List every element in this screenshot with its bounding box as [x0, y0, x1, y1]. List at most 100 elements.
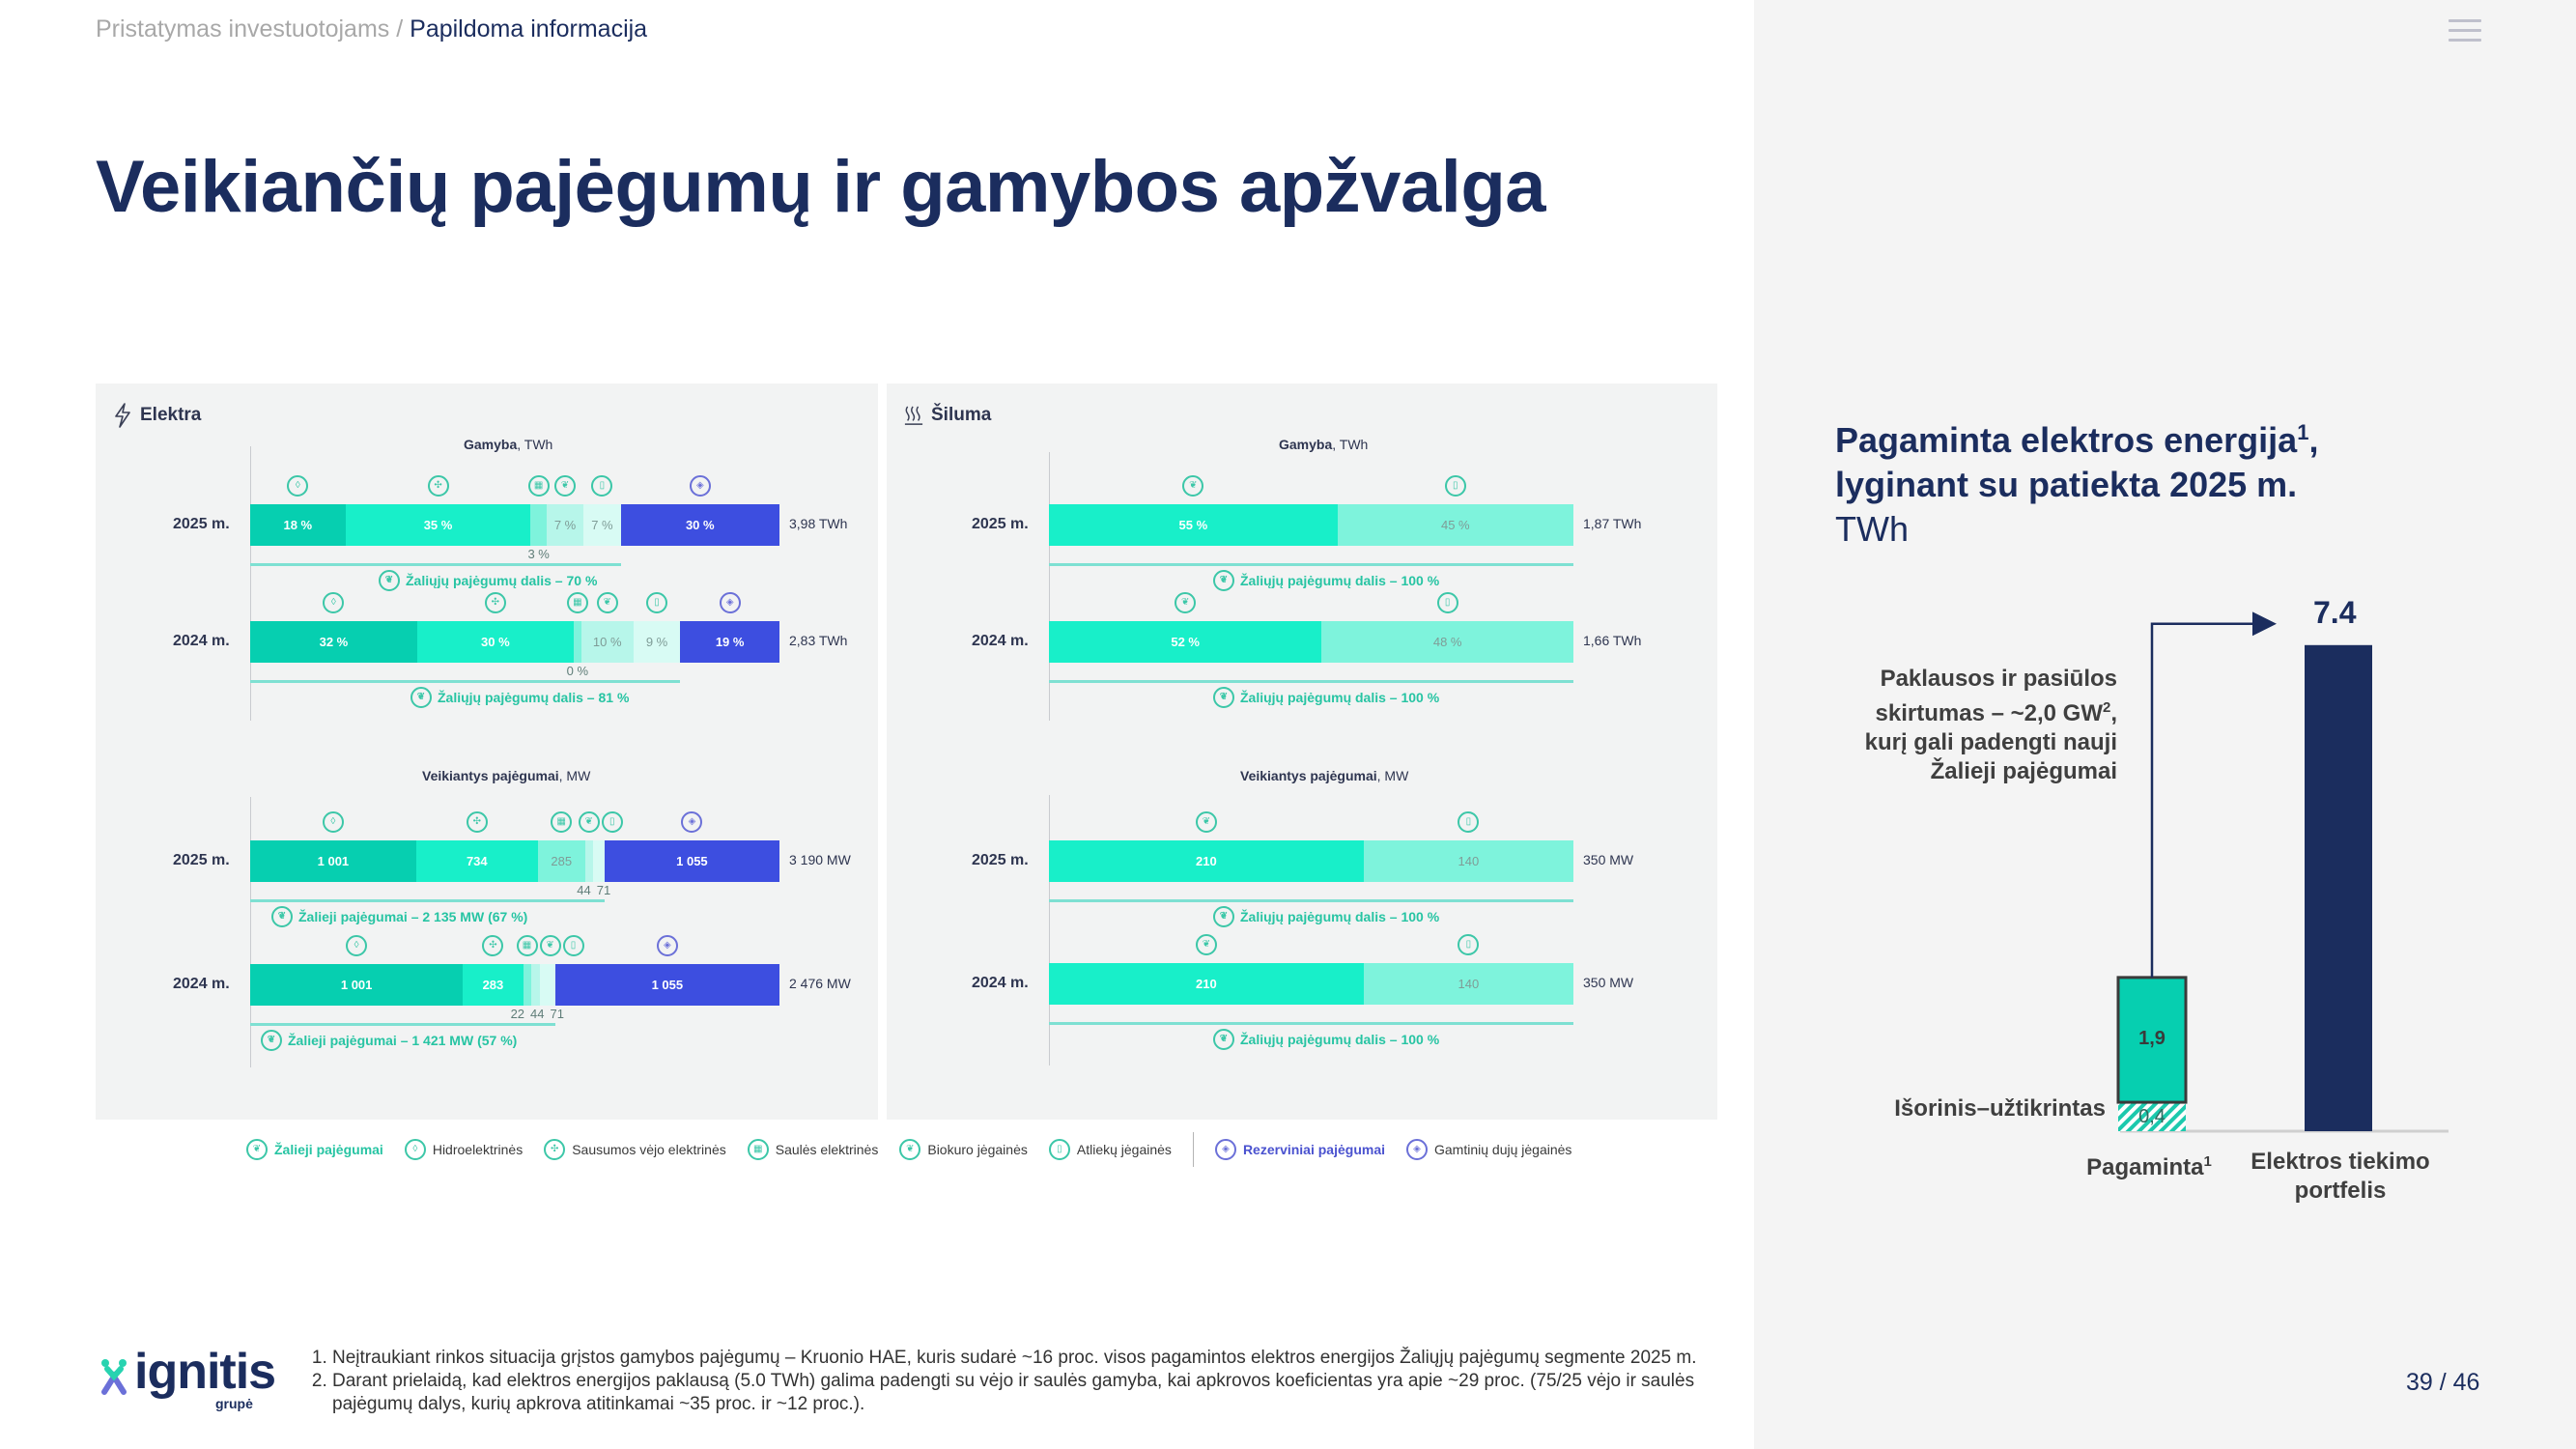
wind-turbine-icon: ✣: [484, 592, 506, 613]
logo-mark-icon: [101, 1359, 127, 1395]
title-footnote-ref: 1: [2297, 420, 2309, 444]
bar-segment-label-callout: 44: [577, 883, 591, 897]
gap-note-line1: Paklausos ir pasiūlos: [1880, 666, 2117, 692]
bar-segment-hydro: 32 %: [250, 621, 417, 663]
logo-text: ignitis: [134, 1344, 276, 1400]
bar-segment-biofuel: [530, 964, 541, 1006]
bar-segment-biofuel: 7 %: [546, 504, 584, 546]
green-share-text: Žaliųjų pajėgumų dalis – 100 %: [1240, 690, 1440, 705]
green-share-note: ❦ Žalieji pajėgumai – 1 421 MW (57 %): [261, 1030, 517, 1051]
section-unit: , TWh: [1332, 437, 1369, 452]
bar-segment-wind: 734: [415, 840, 538, 882]
bar-segment-heat_bio: 55 %: [1049, 504, 1338, 546]
row-total: 1,87 TWh: [1583, 516, 1642, 531]
section-title-text: Veikiantys pajėgumai: [422, 768, 559, 783]
year-label: 2024 m.: [173, 633, 230, 649]
legend-item: ▦ Saulės elektrinės: [747, 1139, 878, 1160]
gas-flame-icon: ◈: [689, 475, 711, 497]
lightning-icon: [115, 403, 130, 428]
bar-segment-label: 285: [551, 854, 573, 868]
waste-bin-icon: ▯: [1458, 934, 1480, 955]
y-axis-line: [1049, 795, 1050, 1065]
bar-segment-label: 1 055: [651, 978, 684, 992]
biofuel-icon: ❦: [1195, 934, 1217, 955]
green-share-text: Žaliųjų pajėgumų dalis – 100 %: [1240, 573, 1440, 588]
bar-segment-hydro: 1 001: [250, 964, 464, 1006]
section-title: Gamyba, TWh: [464, 437, 552, 452]
bar-segment-gas: 19 %: [680, 621, 779, 663]
x-label-produced: Pagaminta1: [2067, 1148, 2231, 1182]
green-share-text: Žaliųjų pajėgumų dalis – 100 %: [1240, 909, 1440, 924]
footnote-1: Neįtraukiant rinkos situacija grįstos ga…: [332, 1347, 1737, 1370]
green-share-line: [250, 1023, 555, 1026]
biofuel-icon: ❦: [1175, 592, 1197, 613]
bar-segment-label-callout: 3 %: [527, 547, 550, 561]
bar-segment-solar: 285: [537, 840, 585, 882]
bar-segment-label: 9 %: [645, 635, 668, 649]
bar-segment-heat_bio: 210: [1049, 840, 1364, 882]
leaf-icon: ❦: [1213, 1029, 1234, 1050]
green-share-text: Žaliųjų pajėgumų dalis – 100 %: [1240, 1032, 1440, 1047]
green-share-note: ❦ Žaliųjų pajėgumų dalis – 100 %: [1213, 687, 1439, 708]
green-share-line: [250, 899, 605, 902]
biofuel-icon: ❦: [899, 1139, 921, 1160]
biofuel-icon: ❦: [554, 475, 577, 497]
biofuel-icon: ❦: [539, 935, 561, 956]
wind-turbine-icon: ✣: [466, 811, 488, 833]
external-secured-label: Išorinis–užtikrintas: [1894, 1095, 2106, 1122]
bar-segment-waste: 7 %: [583, 504, 621, 546]
bar-segment-label: 55 %: [1178, 518, 1208, 532]
section-title: Veikiantys pajėgumai, MW: [422, 768, 590, 783]
bar-segment-solar: [530, 504, 547, 546]
biofuel-icon: ❦: [596, 592, 618, 613]
green-share-line: [1049, 899, 1573, 902]
breadcrumb: Pristatymas investuotojams / Papildoma i…: [96, 15, 647, 43]
wind-turbine-icon: ✣: [482, 935, 504, 956]
bar-segment-label: 140: [1458, 977, 1480, 991]
waste-bin-icon: ▯: [562, 935, 584, 956]
waste-bin-icon: ▯: [1458, 811, 1480, 833]
bar-segment-label: 210: [1196, 854, 1217, 868]
elektra-title: Elektra: [140, 405, 202, 425]
elektra-heading: Elektra: [113, 403, 201, 428]
siluma-panel: Šiluma: [887, 384, 1717, 1120]
bar-segment-biofuel: 10 %: [580, 621, 634, 663]
year-label: 2024 m.: [173, 976, 230, 992]
bar-segment-label: 1 001: [317, 854, 350, 868]
green-share-note: ❦ Žaliųjų pajėgumų dalis – 100 %: [1213, 906, 1439, 927]
water-drop-icon: ◊: [404, 1139, 426, 1160]
waste-bin-icon: ▯: [1436, 592, 1458, 613]
gap-note-comma: ,: [2110, 700, 2117, 726]
y-axis-line: [250, 797, 251, 1067]
legend-item: ❦ Žalieji pajėgumai: [246, 1139, 383, 1160]
legend-label: Žalieji pajėgumai: [274, 1142, 383, 1157]
bar-segment-heat_waste: 140: [1363, 840, 1573, 882]
legend-item: ▯ Atliekų jėgainės: [1048, 1139, 1172, 1160]
stacked-bar: 1 001 283 1 055: [250, 964, 779, 1006]
elektra-panel: Elektra: [96, 384, 878, 1120]
gas-flame-icon: ◈: [1406, 1139, 1428, 1160]
bar-segment-label: 734: [466, 854, 488, 868]
legend-label: Biokuro jėgainės: [927, 1142, 1028, 1157]
leaf-icon: ❦: [246, 1139, 268, 1160]
bar-segment-gas: 30 %: [620, 504, 779, 546]
row-total: 3,98 TWh: [789, 516, 848, 531]
bar-segment-label: 30 %: [481, 635, 510, 649]
bar-segment-label: 140: [1458, 854, 1480, 868]
wind-turbine-icon: ✣: [544, 1139, 566, 1160]
hamburger-menu-icon[interactable]: [2449, 19, 2481, 43]
bar-segment-label: 10 %: [592, 635, 622, 649]
bar-segment-wind: 30 %: [416, 621, 574, 663]
logo-subtext: grupė: [215, 1396, 253, 1411]
bar-segment-label: 7 %: [591, 518, 613, 532]
year-label: 2025 m.: [173, 516, 230, 532]
stacked-bar: 32 % 30 % 10 % 9 % 19 %: [250, 621, 779, 663]
stacked-bar: 55 % 45 %: [1049, 504, 1573, 546]
gap-note-line3: kurį gali padengti nauji: [1864, 729, 2117, 755]
biofuel-icon: ❦: [1182, 475, 1204, 497]
gap-note-footnote-ref: 2: [2102, 699, 2111, 716]
green-share-line: [1049, 680, 1573, 683]
section-unit: , TWh: [517, 437, 553, 452]
leaf-icon: ❦: [410, 687, 432, 708]
breadcrumb-item-investors[interactable]: Pristatymas investuotojams: [96, 15, 390, 43]
